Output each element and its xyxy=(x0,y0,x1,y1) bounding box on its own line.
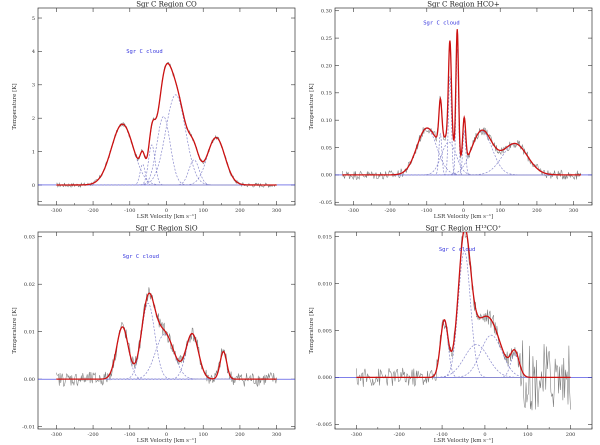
chart-h13coplus: -300 -200 -100 0 100 200 -0.005 0.000 0.005 0.010… xyxy=(309,225,593,444)
cloud-annotation: Sgr C cloud xyxy=(423,20,459,26)
x-axis-label: LSR Velocity [km s⁻¹] xyxy=(434,437,494,444)
x-tick-label: 300 xyxy=(569,208,579,214)
gaussian-component-2 xyxy=(56,163,277,186)
cloud-annotation: Sgr C cloud xyxy=(439,247,475,253)
gaussian-component-5 xyxy=(56,94,277,186)
x-tick-label: 200 xyxy=(235,432,245,438)
y-axis-label: Temperature [K] xyxy=(309,83,315,129)
total-fit-curve xyxy=(356,232,571,379)
x-tick-label: -200 xyxy=(87,432,98,438)
x-tick-label: -300 xyxy=(351,432,362,438)
y-tick-label: 4 xyxy=(32,49,35,55)
y-axis-label: Temperature [K] xyxy=(309,307,315,353)
y-tick-label: 0.010 xyxy=(318,281,332,287)
x-tick-label: 300 xyxy=(272,208,282,214)
y-tick-label: 0.15 xyxy=(321,91,332,97)
observed-spectrum xyxy=(56,287,277,388)
gaussian-component-6 xyxy=(56,159,277,186)
chart-title: Sgr C Region SiO xyxy=(135,225,198,233)
x-tick-label: 300 xyxy=(272,432,282,438)
x-tick-label: 200 xyxy=(566,432,576,438)
y-tick-label: 0.05 xyxy=(321,145,332,151)
gaussian-component-2 xyxy=(56,302,277,380)
x-tick-label: 0 xyxy=(165,208,168,214)
x-tick-label: 200 xyxy=(235,208,245,214)
total-fit-curve xyxy=(56,292,277,380)
chart-title: Sgr C Region H¹³CO⁺ xyxy=(425,225,501,233)
plot-frame xyxy=(334,231,593,430)
plot-frame xyxy=(37,7,296,206)
y-tick-label: 2 xyxy=(32,116,35,122)
y-tick-label: 1 xyxy=(32,149,35,155)
chart-sio: -300 -200 -100 0 100 200 300 -0.01 0.00 0.01 0.02 0… xyxy=(12,225,296,444)
x-axis-label: LSR Velocity [km s⁻¹] xyxy=(137,213,197,220)
x-axis-label: LSR Velocity [km s⁻¹] xyxy=(434,213,494,220)
y-tick-label: 0.00 xyxy=(321,173,332,179)
x-tick-label: 0 xyxy=(165,432,168,438)
y-tick-label: 3 xyxy=(32,83,35,89)
x-tick-label: -200 xyxy=(384,208,395,214)
chart-title: Sgr C Region CO xyxy=(136,1,197,9)
x-tick-label: 100 xyxy=(198,208,208,214)
y-tick-label: 0.10 xyxy=(321,118,332,124)
cloud-annotation: Sgr C cloud xyxy=(123,254,159,260)
y-tick-label: 0.20 xyxy=(321,63,332,69)
y-tick-label: 0.03 xyxy=(24,235,35,241)
gaussian-component-4 xyxy=(342,49,581,176)
x-tick-label: 100 xyxy=(523,432,533,438)
gaussian-component-3 xyxy=(56,144,277,186)
y-tick-label: 0.015 xyxy=(318,234,332,240)
y-tick-label: 5 xyxy=(32,16,35,22)
y-tick-label: 0.02 xyxy=(24,282,35,288)
x-tick-label: 0 xyxy=(462,208,465,214)
x-tick-label: 100 xyxy=(198,432,208,438)
y-axis-label: Temperature [K] xyxy=(12,307,18,353)
y-tick-label: 0.30 xyxy=(321,9,332,15)
y-tick-label: 0.25 xyxy=(321,36,332,42)
x-tick-label: 100 xyxy=(495,208,505,214)
y-tick-label: 0.01 xyxy=(24,329,35,335)
x-tick-label: -100 xyxy=(124,432,135,438)
y-tick-label: 0.00 xyxy=(24,377,35,383)
y-tick-label: -0.05 xyxy=(319,200,332,206)
chart-hcoplus: -300 -200 -100 0 100 200 300 -0.05 0.00 0.05 0.10 0… xyxy=(309,1,593,220)
y-tick-label: 0.005 xyxy=(318,328,332,334)
cloud-annotation: Sgr C cloud xyxy=(126,49,162,55)
x-tick-label: 200 xyxy=(532,208,542,214)
x-tick-label: -100 xyxy=(124,208,135,214)
y-tick-label: 0 xyxy=(32,183,35,189)
plot-frame xyxy=(37,231,296,430)
gaussian-component-7 xyxy=(56,137,277,186)
total-fit-curve xyxy=(342,29,581,176)
y-tick-label: -0.01 xyxy=(22,424,35,430)
x-axis-label: LSR Velocity [km s⁻¹] xyxy=(137,437,197,444)
gaussian-component-1 xyxy=(56,123,277,186)
observed-spectrum xyxy=(342,34,582,181)
gaussian-component-3 xyxy=(342,76,581,176)
x-tick-label: 0 xyxy=(483,432,486,438)
y-axis-label: Temperature [K] xyxy=(12,83,18,129)
x-tick-label: -300 xyxy=(51,208,62,214)
x-tick-label: -100 xyxy=(421,208,432,214)
chart-co: -300 -200 -100 0 100 200 300 0 1 2 3 4 5 Sgr C Region… xyxy=(12,1,296,220)
chart-title: Sgr C Region HCO+ xyxy=(427,1,500,9)
gaussian-component-1 xyxy=(356,320,571,378)
x-tick-label: -300 xyxy=(51,432,62,438)
gaussian-component-2 xyxy=(356,250,571,378)
total-fit-curve xyxy=(56,62,277,186)
y-tick-label: -0.005 xyxy=(316,422,332,428)
x-tick-label: -200 xyxy=(87,208,98,214)
y-tick-label: 0.000 xyxy=(318,375,332,381)
x-tick-label: -200 xyxy=(394,432,405,438)
x-tick-label: -300 xyxy=(348,208,359,214)
observed-spectrum xyxy=(356,232,571,411)
x-tick-label: -100 xyxy=(436,432,447,438)
